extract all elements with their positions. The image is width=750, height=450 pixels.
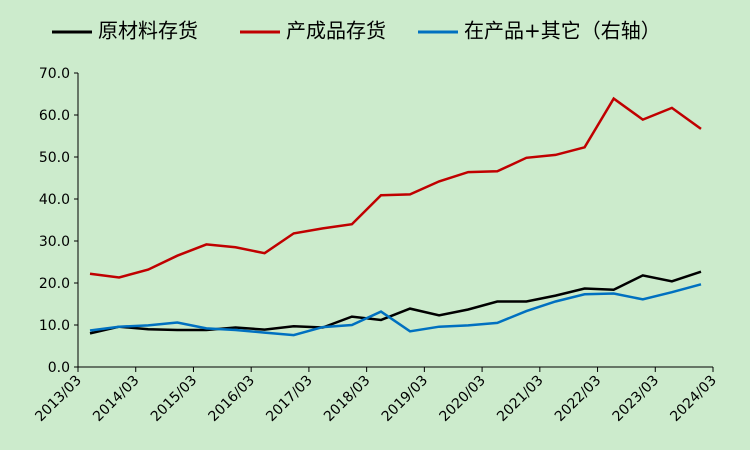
series-line — [89, 283, 702, 337]
x-tick-label: 2024/03 — [667, 373, 719, 425]
legend-label: 产成品存货 — [286, 19, 386, 43]
x-tick-label: 2022/03 — [552, 373, 604, 425]
x-tick-label: 2018/03 — [321, 373, 373, 425]
y-tick-label: 20.0 — [39, 276, 70, 292]
y-tick-label: 0.0 — [48, 360, 70, 376]
y-tick-label: 10.0 — [39, 318, 70, 334]
y-tick-label: 30.0 — [39, 234, 70, 250]
x-tick-label: 2020/03 — [436, 373, 488, 425]
x-tick-label: 2016/03 — [206, 373, 258, 425]
y-tick-label: 70.0 — [39, 66, 70, 82]
series-line — [89, 96, 702, 279]
x-tick-label: 2013/03 — [32, 373, 84, 425]
x-tick-label: 2021/03 — [494, 373, 546, 425]
x-tick-label: 2017/03 — [263, 373, 315, 425]
y-tick-label: 40.0 — [39, 192, 70, 208]
legend-label: 在产品+其它（右轴） — [464, 19, 661, 43]
legend-label: 原材料存货 — [98, 19, 198, 43]
series-line — [89, 270, 702, 335]
x-tick-label: 2014/03 — [90, 373, 142, 425]
x-tick-label: 2023/03 — [610, 373, 662, 425]
x-tick-label: 2015/03 — [148, 373, 200, 425]
x-tick-label: 2019/03 — [379, 373, 431, 425]
y-tick-label: 60.0 — [39, 108, 70, 124]
y-tick-label: 50.0 — [39, 150, 70, 166]
